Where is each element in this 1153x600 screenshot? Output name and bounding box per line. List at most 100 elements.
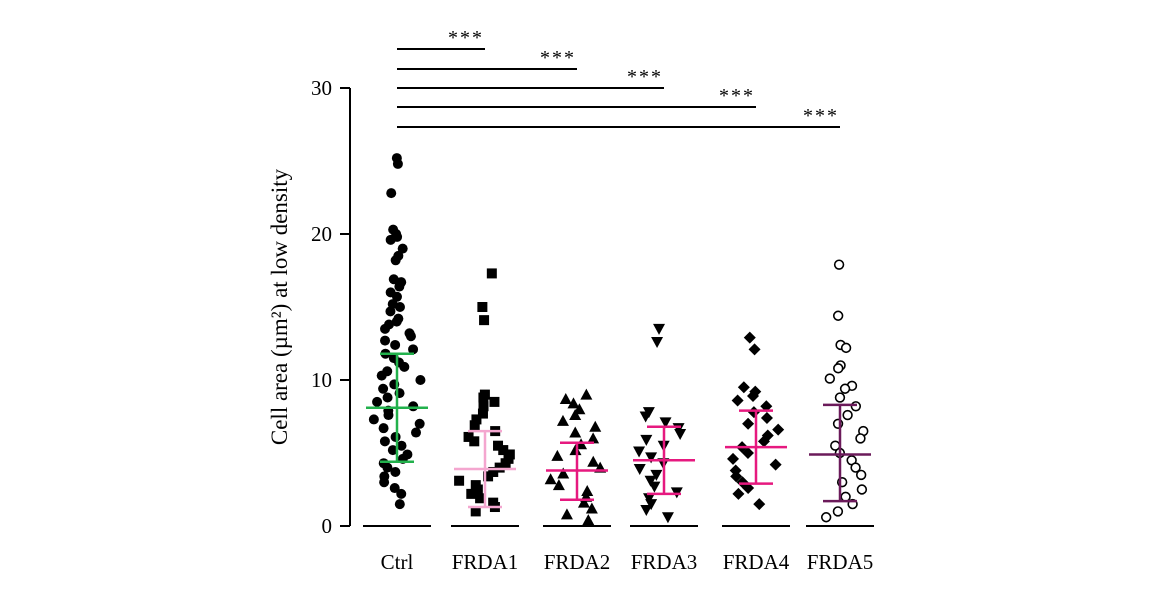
data-point <box>385 234 396 245</box>
x-tick-label: Ctrl <box>381 550 414 574</box>
data-point <box>394 302 405 312</box>
data-point <box>839 383 851 394</box>
data-point <box>559 392 572 404</box>
data-point <box>475 493 486 504</box>
data-point <box>753 498 766 511</box>
data-point <box>747 406 760 419</box>
significance-label: *** <box>627 66 663 88</box>
data-point <box>379 436 390 447</box>
data-point <box>732 487 745 500</box>
data-point <box>855 433 866 444</box>
data-point <box>466 488 477 499</box>
y-tick-label: 0 <box>322 514 333 538</box>
data-point <box>648 481 661 493</box>
data-point <box>390 431 401 442</box>
data-point <box>840 342 852 354</box>
data-point <box>387 445 398 456</box>
data-point <box>489 396 500 407</box>
data-point <box>633 464 646 476</box>
axis-labels: Cell area (µm²) at low density Ctrl FRDA1… <box>267 168 873 574</box>
data-point <box>494 462 505 473</box>
data-point <box>493 440 504 451</box>
data-point <box>386 188 397 199</box>
data-point <box>650 469 663 481</box>
data-point <box>833 259 845 270</box>
data-point <box>742 482 755 495</box>
y-axis: 0 10 20 30 <box>311 76 874 538</box>
x-tick-label: FRDA1 <box>452 550 519 574</box>
data-point <box>824 373 836 384</box>
mean-sd-bars <box>366 352 871 509</box>
data-point <box>382 462 393 473</box>
data-point <box>488 466 499 477</box>
data-point <box>569 426 582 438</box>
data-point <box>742 417 755 430</box>
significance-label: *** <box>448 27 484 49</box>
data-point <box>390 255 401 266</box>
data-point <box>640 504 653 516</box>
data-point <box>748 343 761 356</box>
data-point <box>382 392 393 403</box>
data-point <box>378 423 389 434</box>
data-point <box>470 506 481 517</box>
data-point <box>580 388 593 400</box>
data-point <box>472 484 483 495</box>
data-point <box>643 493 656 505</box>
data-point <box>383 410 394 421</box>
data-point <box>408 401 419 412</box>
data-point <box>483 471 494 482</box>
data-point <box>587 432 600 444</box>
data-point <box>390 339 401 350</box>
data-point <box>640 434 653 446</box>
data-point <box>477 408 488 419</box>
significance-label: *** <box>719 85 755 107</box>
data-point <box>391 291 402 302</box>
data-point <box>674 429 687 441</box>
y-tick-label: 20 <box>311 222 332 246</box>
data-point <box>479 315 490 326</box>
data-point <box>556 414 569 426</box>
x-tick-label: FRDA4 <box>723 550 790 574</box>
data-point <box>840 491 851 502</box>
data-point <box>834 392 846 403</box>
data-point <box>478 401 489 412</box>
data-point <box>391 316 402 327</box>
data-point <box>639 411 652 423</box>
data-point <box>392 158 403 169</box>
data-point <box>659 417 672 429</box>
data-point <box>500 458 511 469</box>
data-point <box>567 397 580 409</box>
data-point <box>394 499 405 510</box>
data-point <box>582 514 595 526</box>
x-tick-label: FRDA3 <box>631 550 698 574</box>
data-point <box>469 420 480 431</box>
data-point <box>832 310 844 321</box>
data-point <box>411 427 422 438</box>
data-point <box>397 243 408 254</box>
data-point <box>856 484 868 495</box>
data-point <box>651 337 664 349</box>
data-point <box>368 414 379 425</box>
data-point <box>454 475 465 486</box>
data-points <box>368 153 869 526</box>
data-point <box>478 392 489 403</box>
data-point <box>551 449 564 461</box>
data-point <box>757 435 770 448</box>
data-point <box>645 452 658 464</box>
data-point <box>730 470 743 483</box>
data-point <box>661 512 674 524</box>
y-tick-label: 30 <box>311 76 332 100</box>
x-tick-label: FRDA5 <box>807 550 874 574</box>
data-point <box>372 396 383 407</box>
data-point <box>380 335 391 346</box>
data-point <box>581 484 594 496</box>
data-point <box>772 423 785 436</box>
data-point <box>380 323 391 334</box>
data-point <box>633 446 646 458</box>
data-point <box>833 363 844 374</box>
data-point <box>769 458 782 471</box>
data-point <box>390 466 401 477</box>
data-point <box>760 411 773 424</box>
data-point <box>552 479 565 491</box>
data-point <box>820 512 832 523</box>
